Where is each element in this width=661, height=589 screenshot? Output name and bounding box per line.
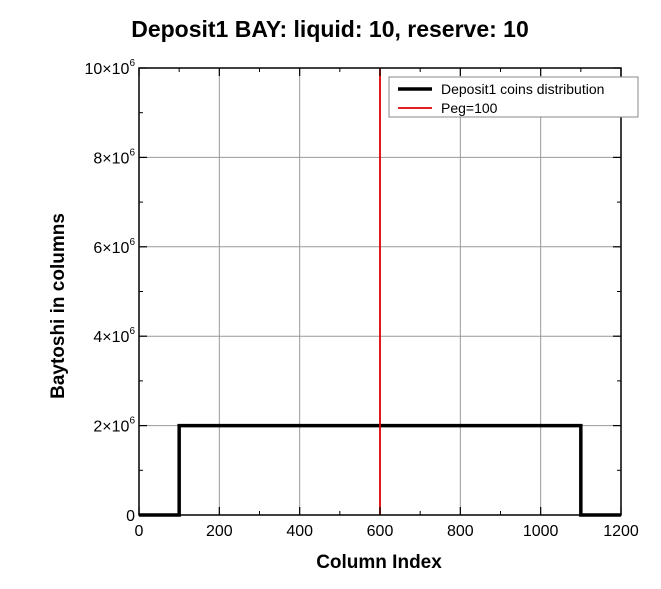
x-tick-label: 800 <box>447 523 474 540</box>
x-tick-label: 400 <box>286 523 313 540</box>
y-tick-label: 6×106 <box>93 237 135 257</box>
y-tick-mantissa: 10×10 <box>85 61 130 78</box>
legend-box <box>388 76 639 118</box>
y-tick-mantissa: 8×10 <box>93 150 129 167</box>
x-tick-label: 0 <box>135 523 144 540</box>
y-tick-exponent: 6 <box>129 237 135 248</box>
legend-entry-deposit: Deposit1 coins distribution <box>441 81 604 97</box>
y-tick-exponent: 6 <box>129 147 135 158</box>
x-axis-label: Column Index <box>316 552 442 573</box>
y-tick-label: 2×106 <box>93 416 135 436</box>
y-tick-exponent: 6 <box>129 416 135 427</box>
x-axis: 0 200 400 600 800 1000 1200 <box>135 68 639 540</box>
y-tick-label: 8×106 <box>93 147 135 167</box>
x-tick-label: 1000 <box>523 523 559 540</box>
x-tick-label: 1200 <box>603 523 639 540</box>
y-tick-mantissa: 6×10 <box>93 240 129 257</box>
y-tick-label: 10×106 <box>85 58 136 78</box>
y-tick-mantissa: 2×10 <box>93 419 129 436</box>
x-tick-label: 600 <box>367 523 394 540</box>
legend-entry-peg: Peg=100 <box>441 100 498 116</box>
y-tick-mantissa: 4×10 <box>93 329 129 346</box>
y-tick-mantissa: 0 <box>126 508 135 525</box>
y-tick-label: 0 <box>126 508 135 525</box>
legend: Deposit1 coins distribution Peg=100 <box>388 76 639 118</box>
x-tick-label: 200 <box>206 523 233 540</box>
y-tick-exponent: 6 <box>129 58 135 69</box>
y-tick-label: 4×106 <box>93 326 135 346</box>
series-layer <box>139 68 621 517</box>
chart-title: Deposit1 BAY: liquid: 10, reserve: 10 <box>131 16 529 42</box>
y-axis-label: Baytoshi in columns <box>48 213 69 399</box>
y-tick-exponent: 6 <box>129 326 135 337</box>
